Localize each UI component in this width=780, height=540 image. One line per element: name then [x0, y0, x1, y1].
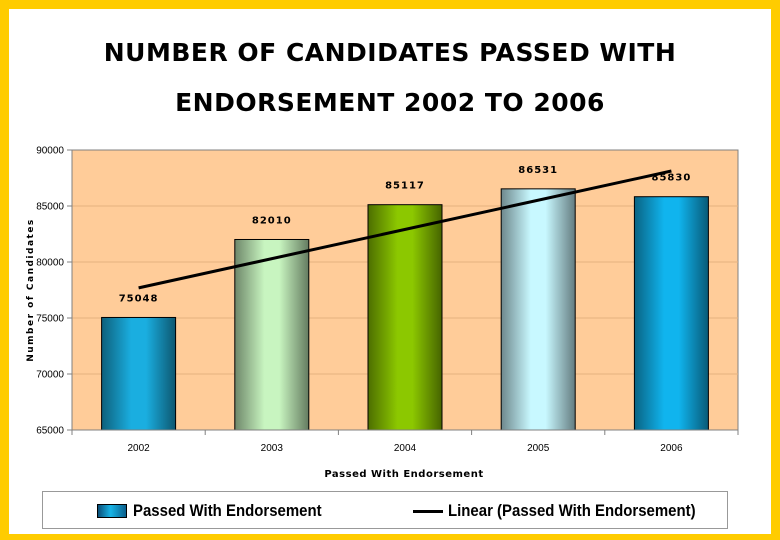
x-tick-label: 2006: [660, 443, 683, 454]
legend-bar-swatch: [97, 504, 127, 518]
bar-2003: [234, 238, 310, 431]
legend-item-bars: Passed With Endorsement: [97, 501, 347, 521]
data-label-2002: 75048: [119, 293, 159, 304]
chart-title-line-2: ENDORSEMENT 2002 TO 2006: [175, 88, 605, 117]
y-tick-label: 80000: [36, 258, 64, 269]
legend-label-bars: Passed With Endorsement: [133, 501, 322, 520]
x-tick-label: 2002: [127, 443, 150, 454]
data-label-2005: 86531: [518, 165, 558, 176]
data-label-2003: 82010: [252, 215, 292, 226]
legend: Passed With Endorsement Linear (Passed W…: [42, 491, 728, 529]
x-axis-label: Passed With Endorsement: [324, 469, 483, 480]
y-axis-label: Number of Candidates: [26, 218, 36, 362]
legend-label-trendline: Linear (Passed With Endorsement): [448, 501, 696, 520]
x-tick-label: 2003: [261, 443, 284, 454]
bar-2002: [101, 316, 177, 431]
x-tick-label: 2005: [527, 443, 550, 454]
trendline: [138, 169, 672, 290]
chart-title-line-1: NUMBER OF CANDIDATES PASSED WITH: [103, 38, 677, 67]
data-label-2006: 85830: [652, 173, 692, 184]
y-tick-label: 85000: [36, 202, 64, 213]
y-tick-label: 65000: [36, 426, 64, 437]
y-tick-label: 75000: [36, 314, 64, 325]
bar-2006: [633, 196, 709, 431]
bar-2005: [500, 188, 576, 431]
bar-2004: [367, 204, 443, 431]
y-tick-label: 90000: [36, 146, 64, 157]
legend-item-trendline: Linear (Passed With Endorsement): [413, 501, 729, 521]
x-tick-label: 2004: [394, 443, 417, 454]
legend-line-swatch: [413, 509, 443, 513]
y-tick-label: 70000: [36, 370, 64, 381]
data-label-2004: 85117: [385, 181, 425, 192]
